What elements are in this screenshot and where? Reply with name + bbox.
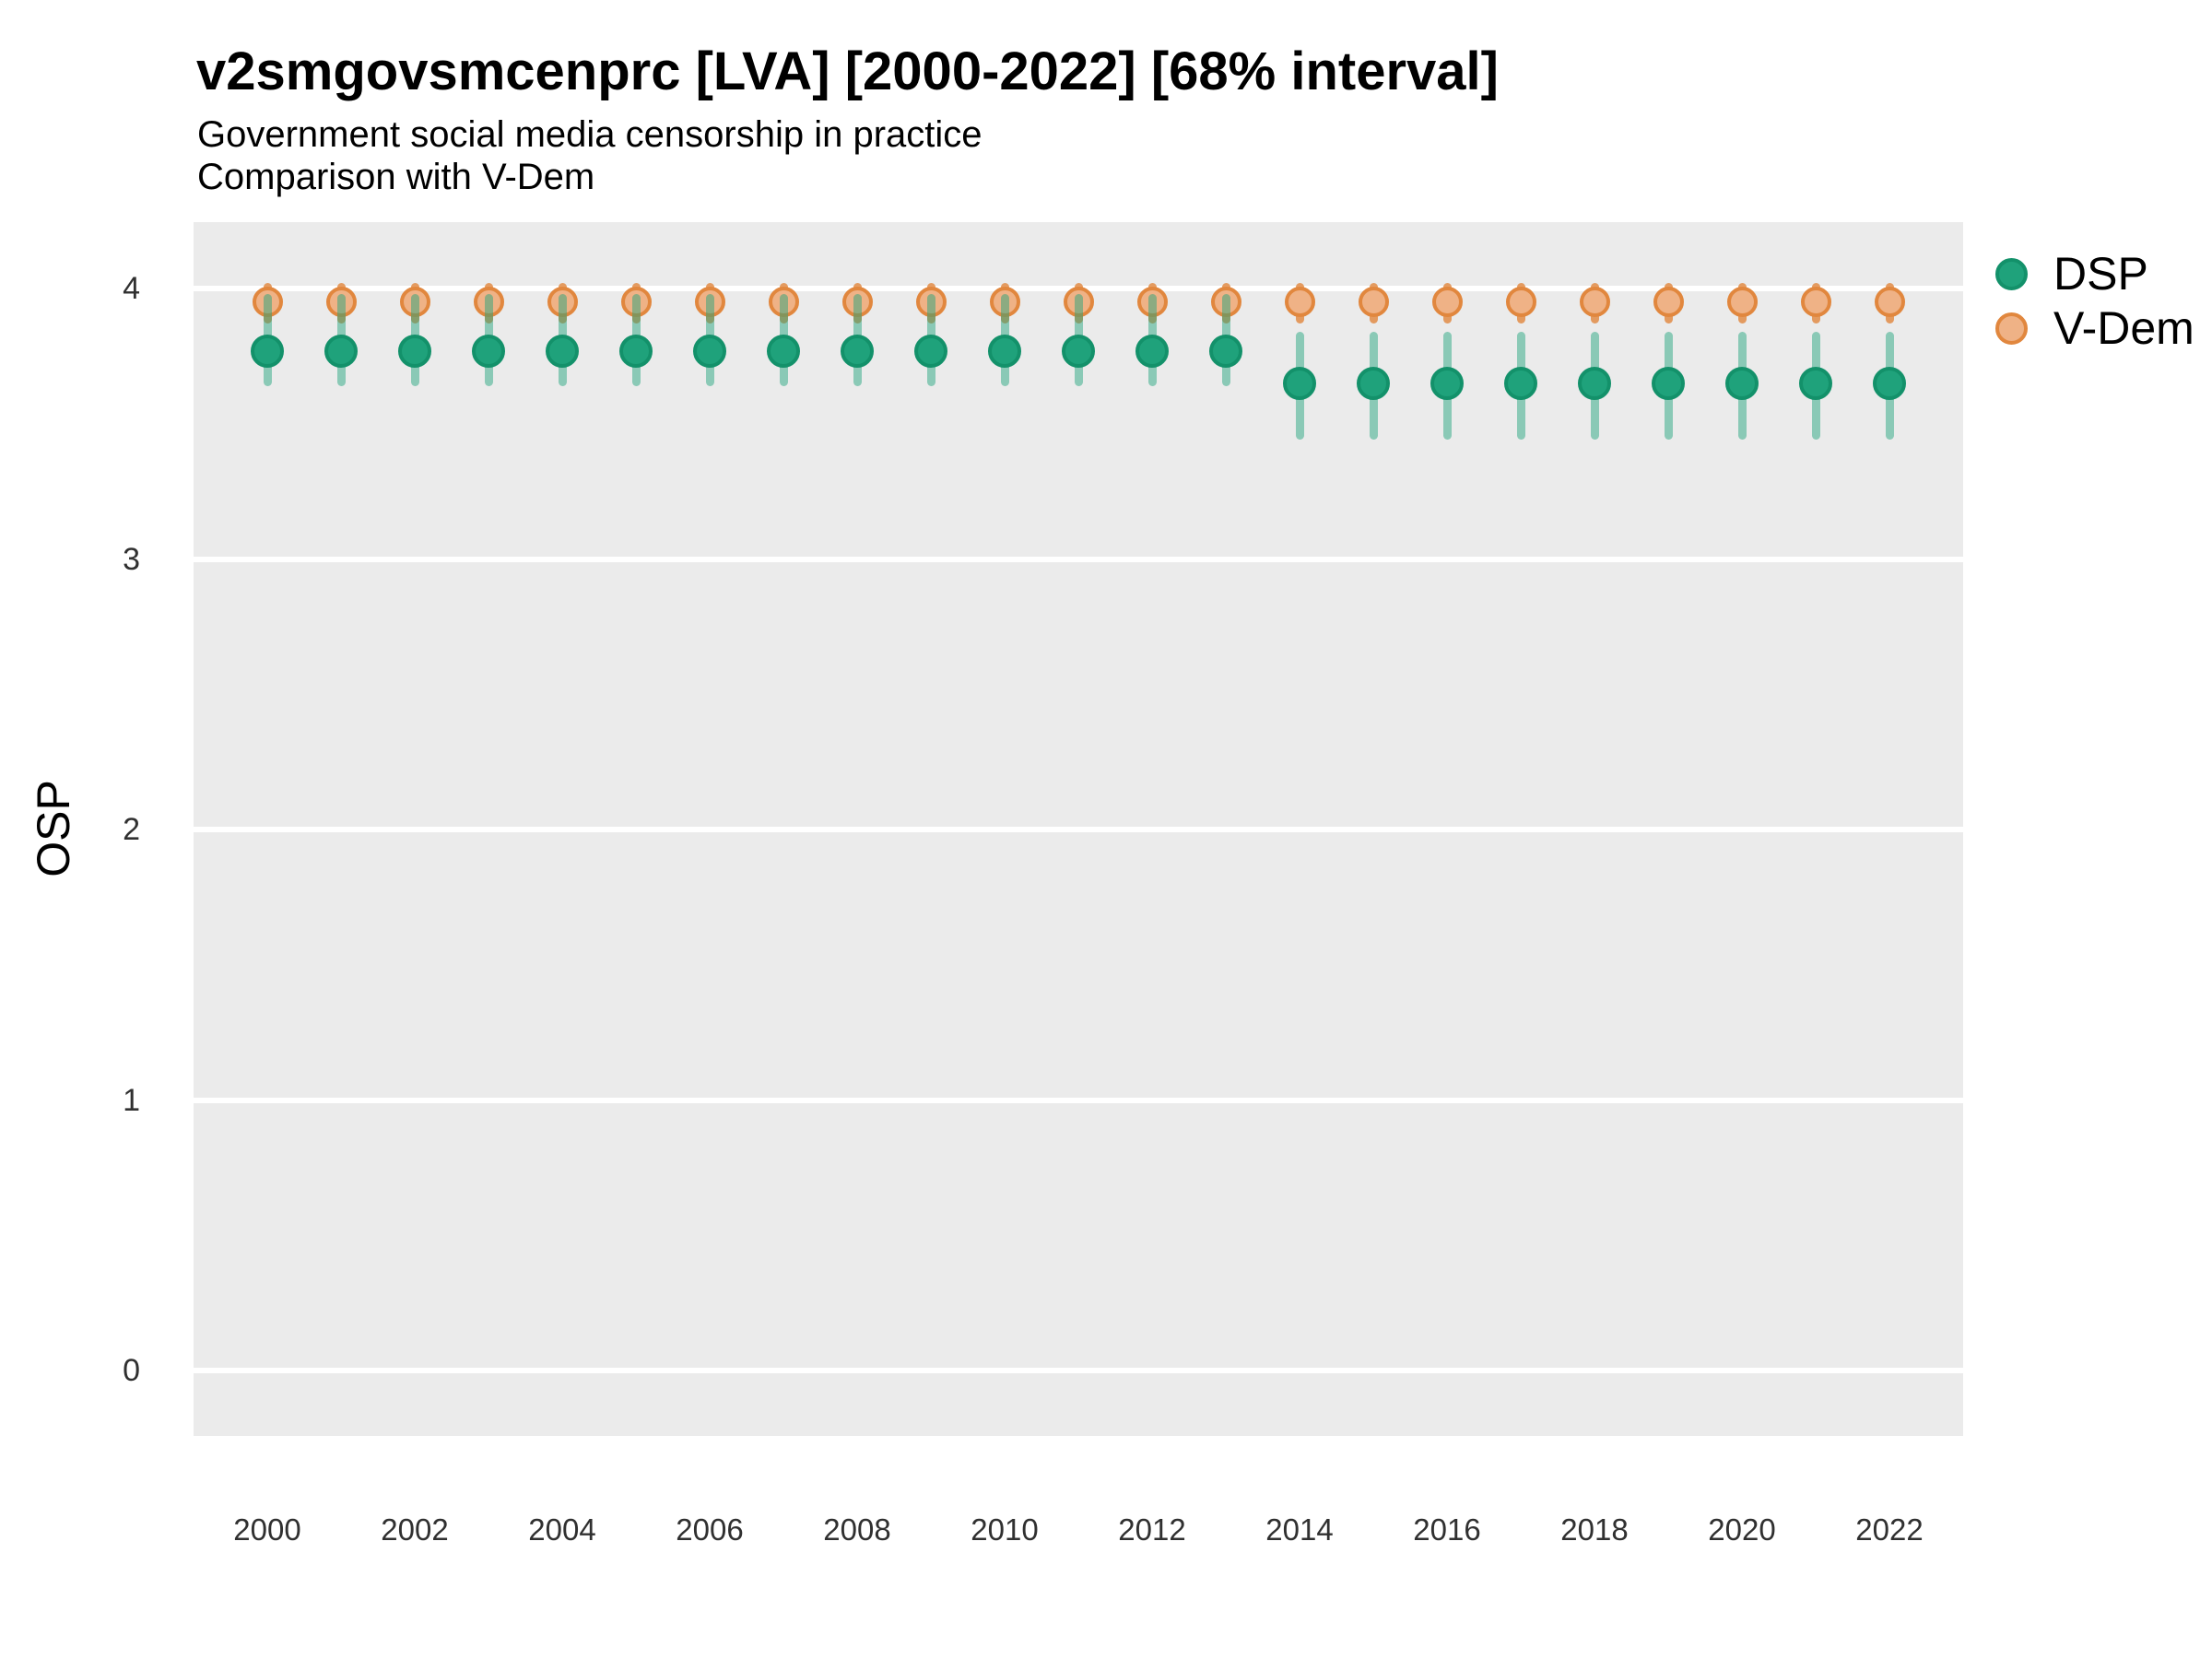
- point-vdem: [915, 287, 947, 318]
- point-dsp: [693, 334, 726, 368]
- x-tick-label: 2016: [1413, 1512, 1481, 1547]
- point-vdem: [1800, 287, 1831, 318]
- point-dsp: [251, 334, 284, 368]
- y-tick-label: 1: [123, 1082, 140, 1118]
- chart-subtitle-2: Comparison with V-Dem: [197, 157, 595, 197]
- point-vdem: [841, 287, 873, 318]
- point-dsp: [1430, 366, 1464, 400]
- gridline-y-1: [194, 1097, 1963, 1103]
- point-dsp: [1504, 366, 1537, 400]
- point-vdem: [1063, 287, 1094, 318]
- point-dsp: [1283, 366, 1316, 400]
- point-dsp: [914, 334, 947, 368]
- point-dsp: [546, 334, 579, 368]
- legend-label-vdem: V-Dem: [2053, 302, 2194, 354]
- point-dsp: [841, 334, 874, 368]
- point-vdem: [620, 287, 652, 318]
- point-vdem: [1579, 287, 1610, 318]
- y-tick-label: 4: [123, 271, 140, 306]
- chart-title: v2smgovsmcenprc [LVA] [2000-2022] [68% i…: [196, 41, 1499, 101]
- x-tick-label: 2012: [1118, 1512, 1186, 1547]
- point-vdem: [1505, 287, 1536, 318]
- x-tick-label: 2002: [381, 1512, 449, 1547]
- point-dsp: [988, 334, 1021, 368]
- point-vdem: [252, 287, 283, 318]
- plot-panel: [194, 222, 1963, 1436]
- legend-key-vdem-icon: [1995, 312, 2028, 345]
- point-dsp: [1135, 334, 1169, 368]
- point-vdem: [989, 287, 1020, 318]
- y-tick-label: 3: [123, 541, 140, 577]
- y-tick-label: 0: [123, 1353, 140, 1388]
- x-tick-label: 2010: [971, 1512, 1039, 1547]
- x-tick-label: 2014: [1265, 1512, 1334, 1547]
- x-tick-label: 2000: [233, 1512, 301, 1547]
- legend-item-dsp: DSP: [1991, 247, 2148, 300]
- point-dsp: [1873, 366, 1906, 400]
- point-vdem: [694, 287, 725, 318]
- x-tick-label: 2018: [1560, 1512, 1629, 1547]
- point-dsp: [324, 334, 358, 368]
- point-vdem: [1653, 287, 1684, 318]
- point-dsp: [767, 334, 800, 368]
- point-vdem: [768, 287, 799, 318]
- gridline-y-0: [194, 1368, 1963, 1373]
- x-tick-label: 2004: [528, 1512, 596, 1547]
- point-dsp: [398, 334, 431, 368]
- x-tick-label: 2020: [1708, 1512, 1776, 1547]
- point-vdem: [1726, 287, 1758, 318]
- x-tick-label: 2006: [676, 1512, 744, 1547]
- gridline-y-3: [194, 556, 1963, 562]
- point-vdem: [1874, 287, 1905, 318]
- legend-key-dsp-icon: [1995, 257, 2028, 290]
- point-vdem: [1136, 287, 1168, 318]
- point-vdem: [1431, 287, 1463, 318]
- x-tick-label: 2008: [823, 1512, 891, 1547]
- legend-label-dsp: DSP: [2053, 248, 2148, 300]
- point-dsp: [1209, 334, 1242, 368]
- point-dsp: [1799, 366, 1832, 400]
- point-dsp: [1578, 366, 1611, 400]
- point-vdem: [473, 287, 504, 318]
- chart-subtitle: Government social media censorship in pr…: [197, 114, 982, 155]
- point-vdem: [1210, 287, 1241, 318]
- x-tick-label: 2022: [1855, 1512, 1924, 1547]
- point-dsp: [1062, 334, 1095, 368]
- point-vdem: [325, 287, 357, 318]
- gridline-y-2: [194, 827, 1963, 832]
- point-dsp: [472, 334, 505, 368]
- point-vdem: [399, 287, 430, 318]
- legend-item-vdem: V-Dem: [1991, 301, 2194, 355]
- point-vdem: [1284, 287, 1315, 318]
- point-dsp: [1652, 366, 1685, 400]
- point-vdem: [547, 287, 578, 318]
- point-dsp: [1357, 366, 1390, 400]
- point-dsp: [619, 334, 653, 368]
- y-tick-label: 2: [123, 812, 140, 847]
- point-dsp: [1725, 366, 1759, 400]
- point-vdem: [1358, 287, 1389, 318]
